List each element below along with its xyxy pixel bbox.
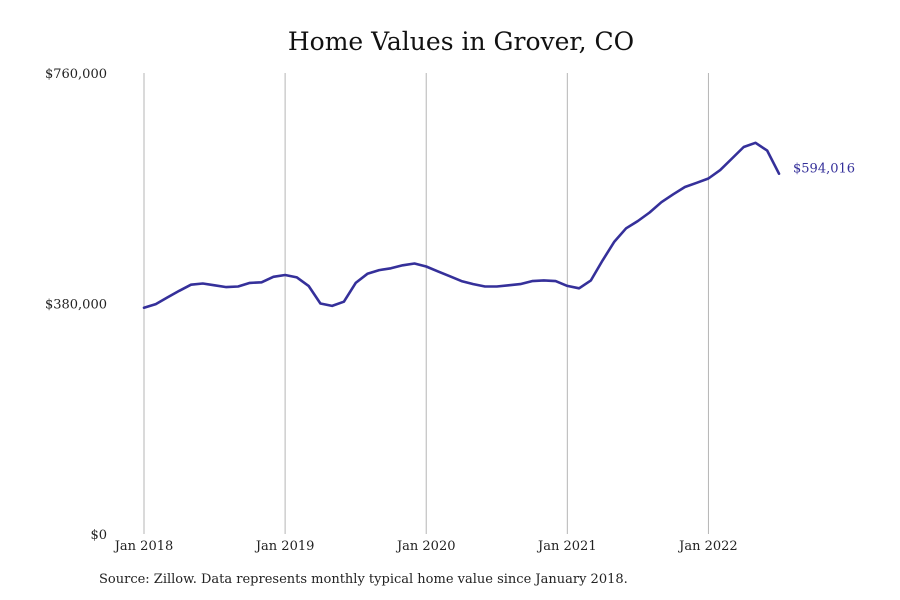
y-tick-label: $0	[90, 528, 107, 543]
end-value-label: $594,016	[793, 162, 855, 177]
x-tick-label: Jan 2021	[536, 539, 597, 554]
x-tick-label: Jan 2019	[254, 539, 315, 554]
chart-title: Home Values in Grover, CO	[287, 27, 635, 56]
series-line	[142, 141, 781, 309]
x-tick-label: Jan 2020	[395, 539, 456, 554]
x-tick-label: Jan 2018	[113, 539, 174, 554]
x-axis-ticks: Jan 2018 Jan 2019 Jan 2020 Jan 2021 Jan 2022	[113, 539, 738, 554]
source-note: Source: Zillow. Data represents monthly …	[99, 572, 628, 587]
y-axis-ticks: $0 $380,000 $760,000	[45, 67, 107, 543]
y-tick-label: $760,000	[45, 67, 107, 82]
y-tick-label: $380,000	[45, 298, 107, 313]
grid-lines	[143, 73, 709, 534]
series-layer: $594,016	[142, 141, 855, 309]
x-tick-label: Jan 2022	[677, 539, 738, 554]
